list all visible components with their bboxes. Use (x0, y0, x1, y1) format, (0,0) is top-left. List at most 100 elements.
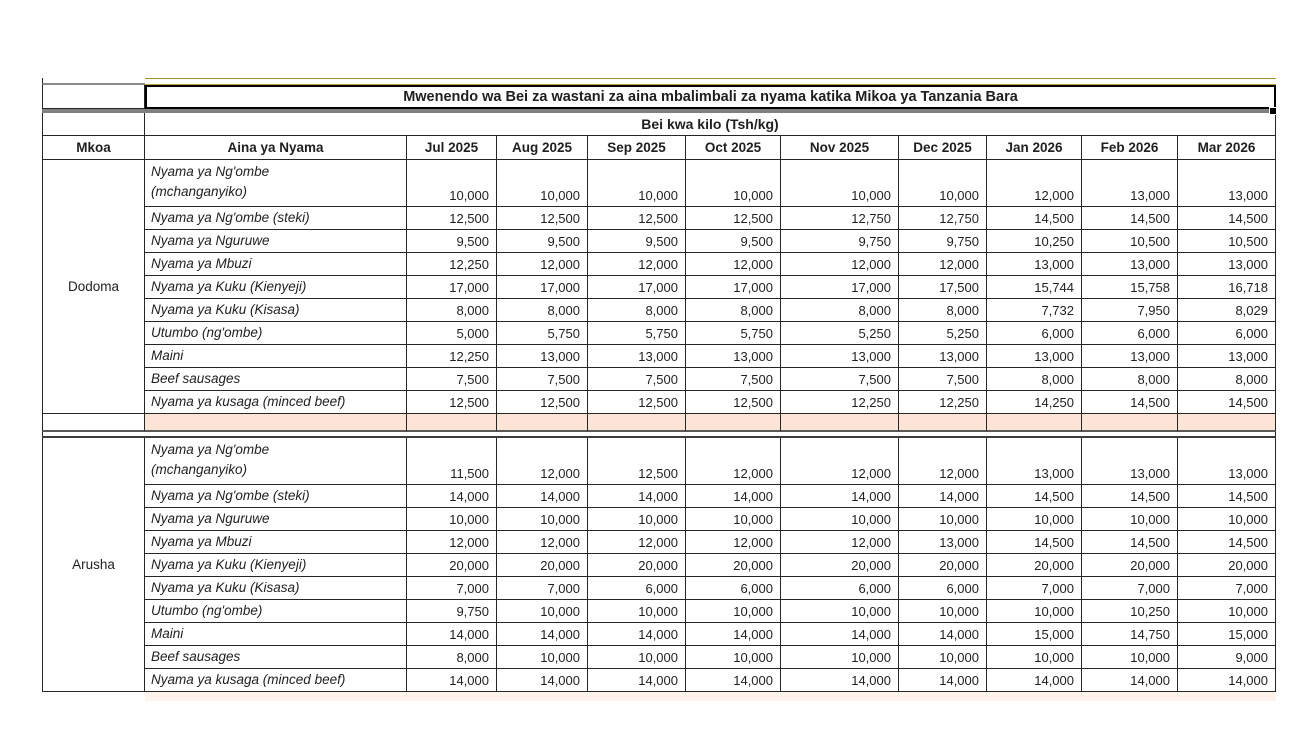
price-cell[interactable]: 10,000 (987, 600, 1082, 623)
price-cell[interactable]: 13,000 (1082, 253, 1178, 276)
price-cell[interactable]: 10,000 (407, 508, 497, 531)
price-cell[interactable]: 14,000 (899, 623, 987, 646)
price-cell[interactable]: 13,000 (987, 253, 1082, 276)
price-cell[interactable]: 12,750 (899, 207, 987, 230)
column-header-cell[interactable]: Mkoa (42, 136, 145, 160)
price-cell[interactable]: 20,000 (1082, 554, 1178, 577)
price-cell[interactable]: 12,000 (686, 531, 781, 554)
column-header-cell[interactable]: Dec 2025 (899, 136, 987, 160)
price-cell[interactable]: 13,000 (781, 345, 899, 368)
price-cell[interactable]: 12,000 (686, 253, 781, 276)
price-cell[interactable]: 14,000 (686, 485, 781, 508)
price-cell[interactable]: 14,750 (1082, 623, 1178, 646)
price-cell[interactable]: 5,750 (497, 322, 588, 345)
price-cell[interactable]: 20,000 (987, 554, 1082, 577)
separator-peach-cell[interactable] (1082, 414, 1178, 432)
empty-corner-cell[interactable] (42, 85, 145, 109)
price-cell[interactable]: 13,000 (1082, 345, 1178, 368)
price-cell[interactable]: 12,000 (588, 531, 686, 554)
price-cell[interactable]: 14,000 (1082, 669, 1178, 692)
price-cell[interactable]: 14,000 (588, 485, 686, 508)
price-cell[interactable]: 12,250 (407, 253, 497, 276)
price-cell[interactable]: 17,000 (497, 276, 588, 299)
price-cell[interactable]: 14,000 (781, 485, 899, 508)
meat-name-cell[interactable]: Nyama ya Kuku (Kisasa) (145, 577, 407, 600)
price-cell[interactable]: 14,500 (1082, 485, 1178, 508)
price-cell[interactable]: 10,000 (588, 600, 686, 623)
price-cell[interactable]: 12,500 (407, 207, 497, 230)
price-cell[interactable]: 13,000 (987, 345, 1082, 368)
price-cell[interactable]: 10,000 (781, 508, 899, 531)
price-cell[interactable]: 20,000 (407, 554, 497, 577)
price-cell[interactable]: 12,500 (497, 391, 588, 414)
price-cell[interactable]: 12,500 (588, 207, 686, 230)
separator-peach-cell[interactable] (987, 414, 1082, 432)
price-cell[interactable]: 10,000 (497, 508, 588, 531)
column-header-cell[interactable]: Aug 2025 (497, 136, 588, 160)
price-cell[interactable]: 7,500 (588, 368, 686, 391)
price-cell[interactable]: 15,758 (1082, 276, 1178, 299)
price-cell[interactable]: 5,250 (781, 322, 899, 345)
column-header-cell[interactable]: Oct 2025 (686, 136, 781, 160)
price-cell[interactable]: 5,750 (588, 322, 686, 345)
price-cell[interactable]: 10,000 (987, 646, 1082, 669)
meat-name-cell[interactable]: Nyama ya Mbuzi (145, 253, 407, 276)
price-cell[interactable]: 8,000 (407, 299, 497, 322)
column-header-cell[interactable]: Mar 2026 (1178, 136, 1276, 160)
price-cell[interactable]: 7,000 (497, 577, 588, 600)
price-cell[interactable]: 9,500 (497, 230, 588, 253)
price-cell[interactable]: 7,000 (1178, 577, 1276, 600)
meat-name-cell[interactable]: Nyama ya Kuku (Kienyeji) (145, 554, 407, 577)
column-header-cell[interactable]: Jan 2026 (987, 136, 1082, 160)
price-cell[interactable]: 6,000 (1082, 322, 1178, 345)
price-cell[interactable]: 8,000 (1178, 368, 1276, 391)
price-cell[interactable]: 14,000 (497, 623, 588, 646)
price-cell[interactable]: 14,500 (987, 485, 1082, 508)
price-cell[interactable]: 12,250 (781, 391, 899, 414)
separator-peach-cell[interactable] (497, 414, 588, 432)
price-cell[interactable]: 17,000 (686, 276, 781, 299)
column-header-cell[interactable]: Jul 2025 (407, 136, 497, 160)
price-cell[interactable]: 5,250 (899, 322, 987, 345)
price-cell[interactable]: 20,000 (588, 554, 686, 577)
meat-name-cell[interactable]: Nyama ya Kuku (Kienyeji) (145, 276, 407, 299)
meat-name-cell[interactable]: Nyama ya Nguruwe (145, 230, 407, 253)
price-cell[interactable]: 14,500 (1178, 207, 1276, 230)
price-cell[interactable]: 12,500 (497, 207, 588, 230)
price-cell[interactable]: 20,000 (781, 554, 899, 577)
price-cell[interactable]: 10,000 (1178, 508, 1276, 531)
price-cell[interactable]: 12,000 (686, 438, 781, 485)
price-cell[interactable]: 14,500 (1178, 485, 1276, 508)
price-cell[interactable]: 12,250 (899, 391, 987, 414)
price-cell[interactable]: 10,000 (497, 160, 588, 207)
price-cell[interactable]: 10,000 (781, 160, 899, 207)
price-cell[interactable]: 8,029 (1178, 299, 1276, 322)
price-cell[interactable]: 14,000 (407, 623, 497, 646)
price-cell[interactable]: 14,000 (899, 485, 987, 508)
price-cell[interactable]: 15,744 (987, 276, 1082, 299)
price-cell[interactable]: 13,000 (1178, 438, 1276, 485)
price-cell[interactable]: 14,000 (407, 485, 497, 508)
price-cell[interactable]: 17,000 (407, 276, 497, 299)
price-cell[interactable]: 7,732 (987, 299, 1082, 322)
meat-name-cell[interactable]: Nyama ya Ng'ombe (mchanganyiko) (145, 438, 407, 485)
price-cell[interactable]: 12,000 (781, 438, 899, 485)
price-cell[interactable]: 14,500 (987, 531, 1082, 554)
price-cell[interactable]: 10,000 (781, 646, 899, 669)
price-cell[interactable]: 10,000 (899, 646, 987, 669)
price-cell[interactable]: 10,250 (987, 230, 1082, 253)
price-cell[interactable]: 10,000 (1178, 600, 1276, 623)
region-cell[interactable]: Dodoma (42, 160, 145, 414)
price-cell[interactable]: 8,000 (987, 368, 1082, 391)
price-cell[interactable]: 6,000 (987, 322, 1082, 345)
price-cell[interactable]: 14,000 (588, 669, 686, 692)
price-cell[interactable]: 14,500 (987, 207, 1082, 230)
price-cell[interactable]: 9,500 (686, 230, 781, 253)
meat-name-cell[interactable]: Nyama ya kusaga (minced beef) (145, 669, 407, 692)
column-header-cell[interactable]: Sep 2025 (588, 136, 686, 160)
price-cell[interactable]: 8,000 (407, 646, 497, 669)
price-cell[interactable]: 13,000 (497, 345, 588, 368)
price-cell[interactable]: 6,000 (899, 577, 987, 600)
price-cell[interactable]: 12,750 (781, 207, 899, 230)
price-cell[interactable]: 10,000 (407, 160, 497, 207)
